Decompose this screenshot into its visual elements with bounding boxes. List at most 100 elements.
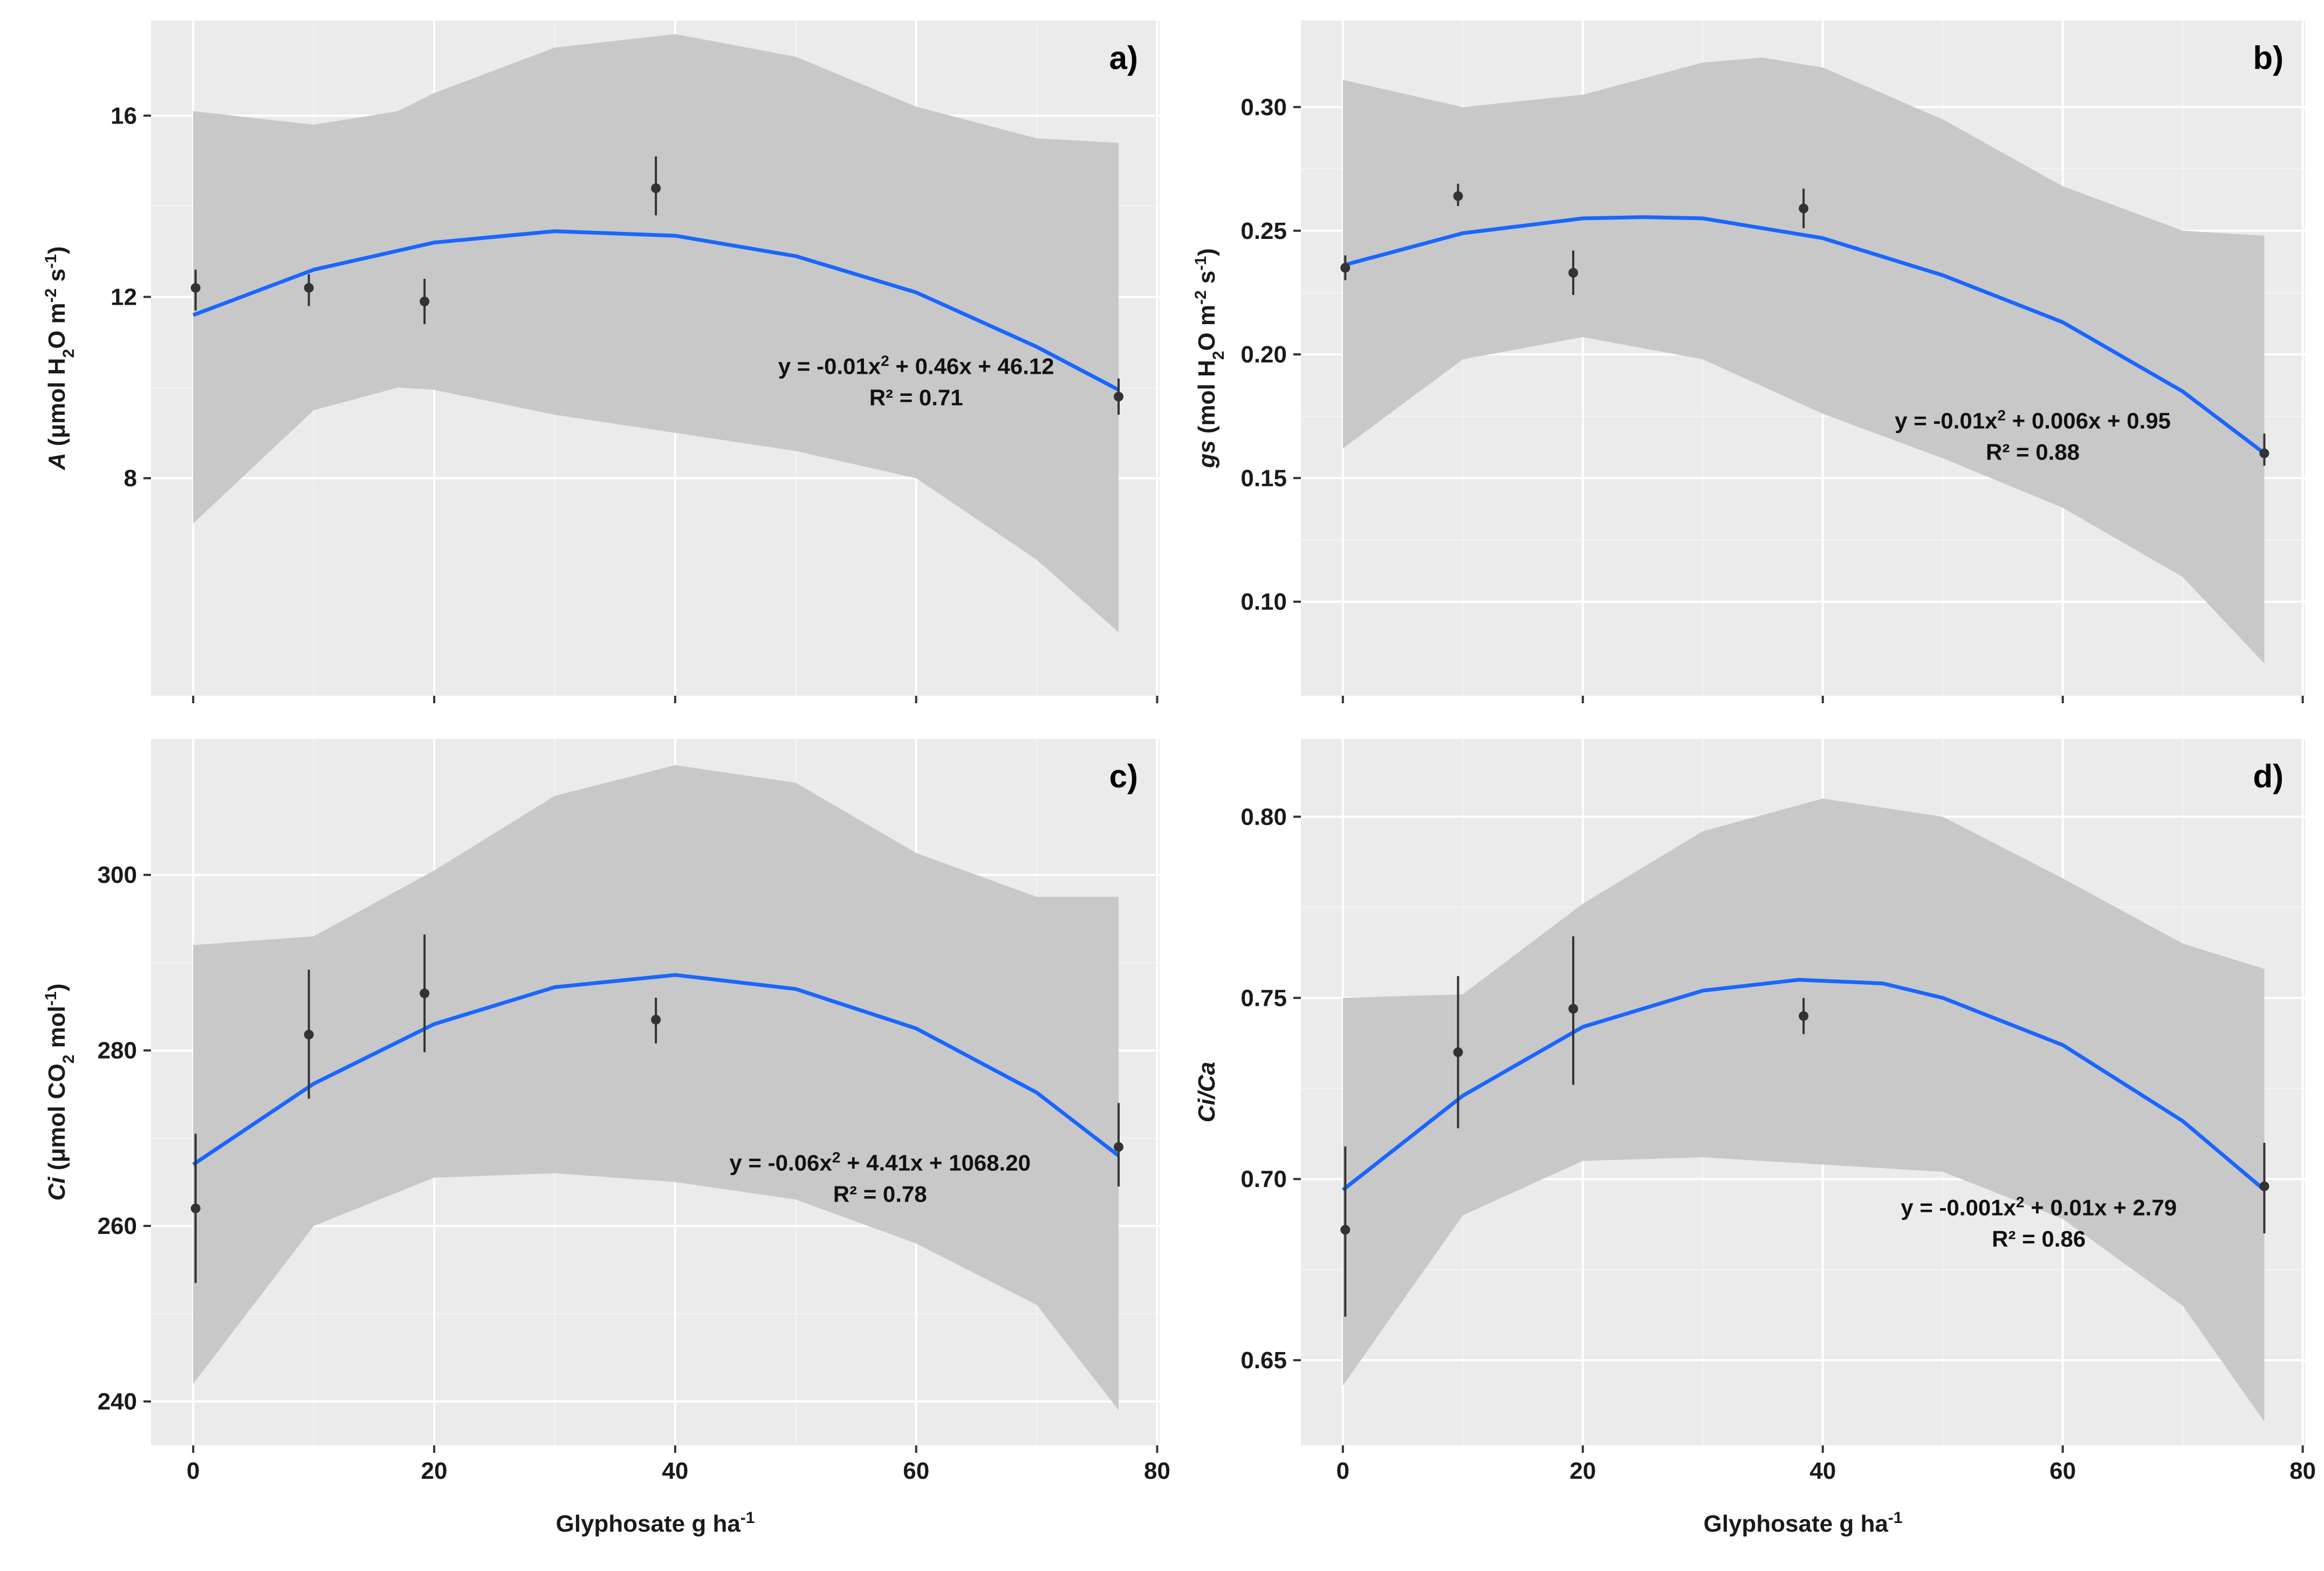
data-point-4 (1799, 998, 1809, 1034)
regression-equation: y = -0.06x2 + 4.41x + 1068.20 (729, 1149, 1031, 1176)
regression-equation: y = -0.001x2 + 0.01x + 2.79 (1901, 1193, 2177, 1220)
point-marker (1340, 1225, 1350, 1235)
equation-text: + 0.006x + 0.95 (2006, 408, 2171, 434)
point-marker (1453, 191, 1463, 201)
y-axis-variable: Ci/Ca (1194, 1062, 1220, 1122)
point-marker (1453, 1047, 1463, 1058)
y-tick-label: 0.20 (1240, 341, 1287, 368)
regression-equation: y = -0.01x2 + 0.006x + 0.95 (1895, 407, 2171, 434)
data-point-5 (1114, 378, 1124, 415)
y-axis-title: Ci/Ca (1194, 1062, 1220, 1122)
data-point-2 (304, 969, 314, 1099)
x-tick-label: 60 (2049, 1458, 2076, 1484)
point-marker (2259, 448, 2270, 458)
data-point-3 (1568, 936, 1578, 1085)
data-point-4 (1799, 188, 1809, 229)
x-axis-superscript: -1 (741, 1509, 755, 1527)
y-tick-label: 12 (111, 284, 137, 311)
y-tick-label: 16 (111, 102, 137, 129)
data-point-5 (2259, 1143, 2270, 1233)
panel-label: a) (1109, 40, 1138, 76)
panel-label: b) (2253, 40, 2284, 76)
y-axis-units: O m (1194, 305, 1220, 351)
data-point-3 (420, 934, 430, 1052)
y-tick-label: 280 (98, 1038, 137, 1064)
equation-superscript: 2 (2016, 1193, 2025, 1210)
confidence-ribbon (1342, 57, 2265, 664)
panel-label: c) (1109, 758, 1138, 794)
fit-line (192, 973, 1120, 1167)
point-marker (304, 283, 314, 293)
y-axis-superscript: -1 (42, 991, 60, 1006)
x-tick-label: 0 (187, 1458, 200, 1484)
y-axis-title: A (μmol H2O m-2 s-1) (42, 246, 78, 471)
y-tick-label: 0.80 (1240, 804, 1287, 830)
y-axis-variable: Ci (44, 1177, 70, 1201)
y-tick-label: 240 (98, 1389, 137, 1415)
y-axis-units: (mol H (1194, 360, 1220, 440)
y-axis-units: O m (44, 303, 70, 349)
data-point-1 (190, 1134, 201, 1283)
data-point-3 (1568, 250, 1578, 296)
plot-area (1301, 20, 2305, 696)
plot-area (1301, 739, 2305, 1445)
data-point-1 (1340, 1146, 1350, 1317)
data-point-3 (420, 278, 430, 324)
y-axis-subscript: 2 (60, 1054, 78, 1064)
r-squared: R² = 0.78 (833, 1182, 927, 1207)
y-tick-label: 0.70 (1240, 1166, 1287, 1192)
equation-text: + 0.46x + 46.12 (889, 353, 1054, 379)
data-point-2 (1453, 183, 1463, 206)
equation-text: y = -0.001x (1901, 1195, 2016, 1220)
confidence-ribbon (193, 34, 1119, 633)
y-axis-superscript: -2 (42, 289, 60, 303)
panel-d: 0 20 40 60 80 0.65 0.70 0.75 0.80 Ci/Ca Glyphosate… (1194, 739, 2316, 1537)
data-point-1 (1340, 255, 1350, 280)
equation-superscript: 2 (881, 352, 889, 369)
point-marker (190, 283, 201, 293)
point-marker (420, 296, 430, 306)
point-marker (651, 183, 661, 193)
equation-superscript: 2 (832, 1149, 841, 1165)
y-axis-units: ) (1194, 248, 1220, 256)
y-tick-label: 0.30 (1240, 94, 1287, 121)
data-point-5 (2259, 433, 2270, 466)
y-axis-units: mol (44, 1006, 70, 1054)
y-tick-label: 0.15 (1240, 465, 1287, 491)
y-tick-label: 8 (124, 465, 137, 492)
y-tick-label: 0.10 (1240, 589, 1287, 615)
point-marker (1340, 263, 1350, 273)
x-axis-title: Glyphosate g ha-1 (1704, 1509, 1903, 1538)
y-axis-units: ) (44, 246, 70, 255)
equation-text: y = -0.01x (1895, 408, 1998, 434)
point-marker (190, 1203, 201, 1213)
x-axis-title-text: Glyphosate g ha (1704, 1511, 1889, 1537)
y-axis-superscript: -2 (1192, 290, 1210, 305)
equation-superscript: 2 (1997, 407, 2006, 423)
x-tick-label: 20 (1569, 1458, 1596, 1484)
r-squared: R² = 0.88 (1986, 440, 2080, 465)
y-tick-label: 0.25 (1240, 218, 1287, 244)
x-axis-title-text: Glyphosate g ha (556, 1511, 741, 1537)
equation-text: y = -0.06x (729, 1150, 832, 1176)
confidence-ribbon (193, 765, 1119, 1410)
x-axis-title: Glyphosate g ha-1 (556, 1509, 755, 1538)
y-tick-label: 300 (98, 862, 137, 888)
data-point-2 (304, 274, 314, 306)
equation-text: + 4.41x + 1068.20 (840, 1150, 1031, 1176)
data-point-2 (1453, 976, 1463, 1129)
regression-equation: y = -0.01x2 + 0.46x + 46.12 (778, 352, 1054, 379)
y-axis-units: (μmol H (44, 358, 70, 453)
point-marker (1114, 392, 1124, 402)
y-axis-units: (μmol CO (44, 1064, 70, 1177)
y-axis-variable: A (44, 453, 70, 471)
x-tick-label: 0 (1336, 1458, 1349, 1484)
y-tick-label: 260 (98, 1213, 137, 1239)
fit-line (1341, 978, 2266, 1192)
x-tick-label: 40 (1809, 1458, 1836, 1484)
point-marker (1799, 203, 1809, 214)
point-marker (304, 1030, 314, 1040)
